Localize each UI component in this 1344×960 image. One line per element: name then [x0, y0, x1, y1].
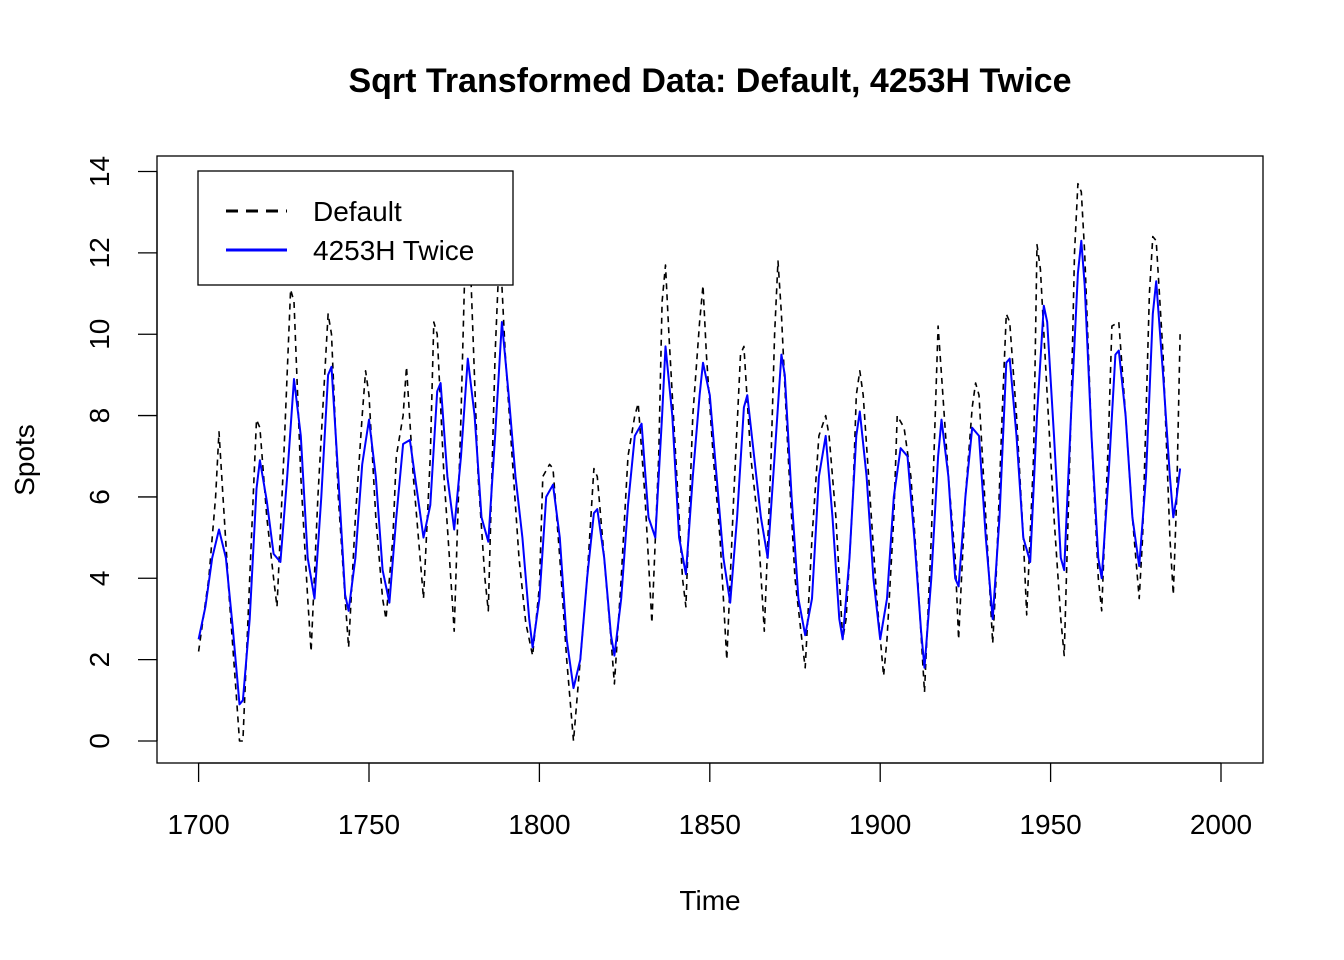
x-axis-label: Time: [679, 885, 740, 916]
x-tick-label: 1950: [1019, 809, 1081, 840]
y-tick-label: 8: [84, 408, 115, 424]
y-tick-label: 2: [84, 652, 115, 668]
legend-box: [197, 170, 514, 286]
y-tick-label: 12: [84, 237, 115, 268]
y-tick-label: 0: [84, 733, 115, 749]
x-tick-label: 1750: [338, 809, 400, 840]
x-tick-label: 1850: [679, 809, 741, 840]
x-tick-label: 1900: [849, 809, 911, 840]
legend-label-4253h-twice: 4253H Twice: [313, 235, 474, 266]
y-axis: 0 2 4 6 8 10 12 14: [84, 156, 158, 749]
x-tick-label: 1800: [508, 809, 570, 840]
y-axis-label: Spots: [9, 424, 40, 496]
y-tick-label: 14: [84, 156, 115, 187]
x-axis: 1700 1750 1800 1850 1900 1950 2000: [167, 762, 1252, 840]
series-layer: [197, 182, 1182, 742]
y-tick-label: 6: [84, 489, 115, 505]
y-tick-label: 4: [84, 570, 115, 586]
x-tick-label: 1700: [167, 809, 229, 840]
chart-title: Sqrt Transformed Data: Default, 4253H Tw…: [348, 62, 1071, 100]
series-line-default: [197, 182, 1181, 742]
legend: Default 4253H Twice: [197, 170, 514, 286]
series-line-4253h-twice: [197, 239, 1182, 706]
legend-label-default: Default: [313, 196, 402, 227]
x-tick-label: 2000: [1190, 809, 1252, 840]
y-tick-label: 10: [84, 319, 115, 350]
